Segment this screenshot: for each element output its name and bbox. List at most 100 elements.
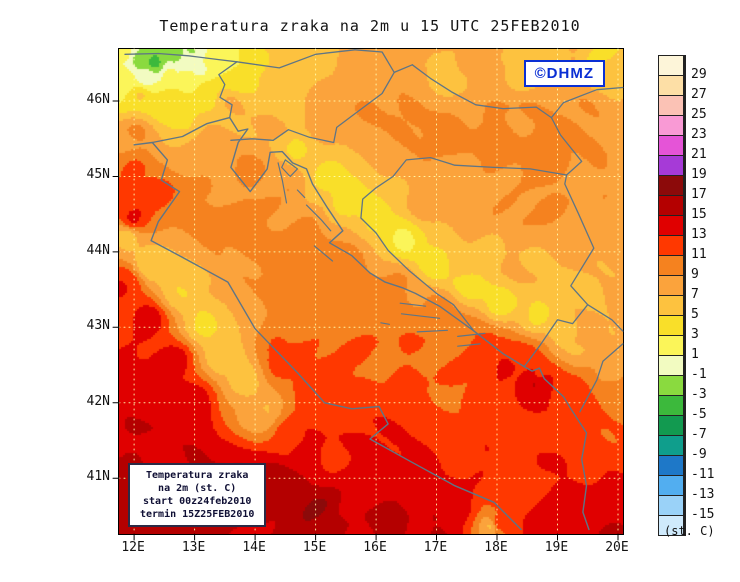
island-outline [277,162,288,204]
island-outline [416,329,448,333]
map-plot-area: ©DHMZ Temperatura zraka na 2m (st. C) st… [112,48,624,541]
colorbar-tick-label: 25 [691,107,707,122]
colorbar-tick-label: 7 [691,287,699,302]
lon-tick-label: 19E [544,540,569,555]
temperature-field-canvas [119,49,623,534]
colorbar-tick-label: 3 [691,327,699,342]
colorbar-tick-label: 11 [691,247,707,262]
lon-tick-label: 20E [605,540,629,555]
colorbar-cell [659,416,683,436]
lat-tick-label: 42N [86,393,110,409]
colorbar-tick-label: -13 [691,487,715,502]
colorbar-tick-label: -15 [691,507,715,522]
colorbar-cell [659,476,683,496]
country-border [218,61,238,119]
island-outline [457,343,481,347]
coastline [133,141,522,531]
island-outline [400,313,441,319]
lat-tick-label: 45N [86,167,110,183]
colorbar-cell [659,516,683,535]
lon-tick-label: 14E [242,540,266,555]
colorbar-tick-label: -7 [691,427,707,442]
colorbar-tick-label: 5 [691,307,699,322]
colorbar-cell [659,136,683,156]
country-border [230,64,413,144]
colorbar-tick-label: 21 [691,147,707,162]
country-border [124,52,238,63]
legend-line-3: start 00z24feb2010 [143,496,252,507]
lat-tick-label: 44N [86,242,110,258]
colorbar-cell [659,336,683,356]
colorbar-tick-label: -5 [691,407,707,422]
colorbar-cell [659,116,683,136]
lat-tick-label: 46N [86,92,110,108]
lon-tick-label: 12E [121,540,145,555]
lat-tick-label: 43N [86,318,110,334]
colorbar-unit-label: (st. C) [664,524,715,538]
country-border [411,64,553,119]
colorbar-cell [659,96,683,116]
island-outline [380,322,390,325]
colorbar-cell [659,356,683,376]
country-border [587,304,624,332]
colorbar-tick-label: 13 [691,227,707,242]
map-overlay-graphics [112,48,624,541]
colorbar-cell [659,276,683,296]
legend-line-4: termin 15Z25FEB2010 [140,509,255,520]
colorbar-cell [659,296,683,316]
page-title: Temperatura zraka na 2m u 15 UTC 25FEB20… [159,17,581,35]
colorbar-tick-label: 15 [691,207,707,222]
colorbar-cell [659,76,683,96]
colorbar-cell [659,196,683,216]
lon-tick-label: 15E [302,540,327,555]
legend-line-2: na 2m (st. C) [158,483,237,494]
island-outline [399,302,427,307]
colorbar-cell [659,176,683,196]
colorbar [658,55,686,536]
colorbar-tick-label: 29 [691,67,707,82]
colorbar-cell [659,396,683,416]
colorbar-tick-label: 1 [691,347,699,362]
lon-tick-label: 17E [423,540,448,555]
map-legend-box: Temperatura zraka na 2m (st. C) start 00… [128,463,267,527]
colorbar-cell [659,156,683,176]
colorbar-tick-label: 27 [691,87,707,102]
colorbar-cell [659,436,683,456]
country-border [236,49,356,69]
country-border [550,116,583,176]
colorbar-cell [659,456,683,476]
colorbar-cell [659,496,683,516]
colorbar-cell [659,376,683,396]
dhmz-watermark-badge: ©DHMZ [523,60,605,87]
colorbar-cell [659,236,683,256]
country-border [550,86,624,119]
colorbar-tick-label: -9 [691,447,707,462]
country-border [354,49,395,74]
lat-tick-label: 41N [86,469,110,485]
country-border [360,156,568,332]
colorbar-tick-label: 17 [691,187,707,202]
colorbar-tick-label: -3 [691,387,707,402]
colorbar-tick-label: 19 [691,167,707,182]
colorbar-cell [659,316,683,336]
colorbar-tick-label: -11 [691,467,715,482]
island-outline [457,332,486,337]
lon-tick-label: 16E [363,540,387,555]
island-outline [281,159,298,178]
colorbar-cell [659,256,683,276]
coastline [151,116,590,531]
colorbar-cell [659,56,683,76]
lon-tick-label: 18E [484,540,508,555]
country-border [579,343,624,413]
country-border [523,174,595,368]
colorbar-tick-label: 9 [691,267,699,282]
dhmz-watermark-text: ©DHMZ [534,65,594,82]
island-outline [313,245,334,262]
island-outline [296,189,306,199]
colorbar-tick-label: 23 [691,127,707,142]
colorbar-cell [659,216,683,236]
island-outline [305,204,332,232]
legend-line-1: Temperatura zraka [146,470,249,481]
lon-tick-label: 13E [181,540,206,555]
